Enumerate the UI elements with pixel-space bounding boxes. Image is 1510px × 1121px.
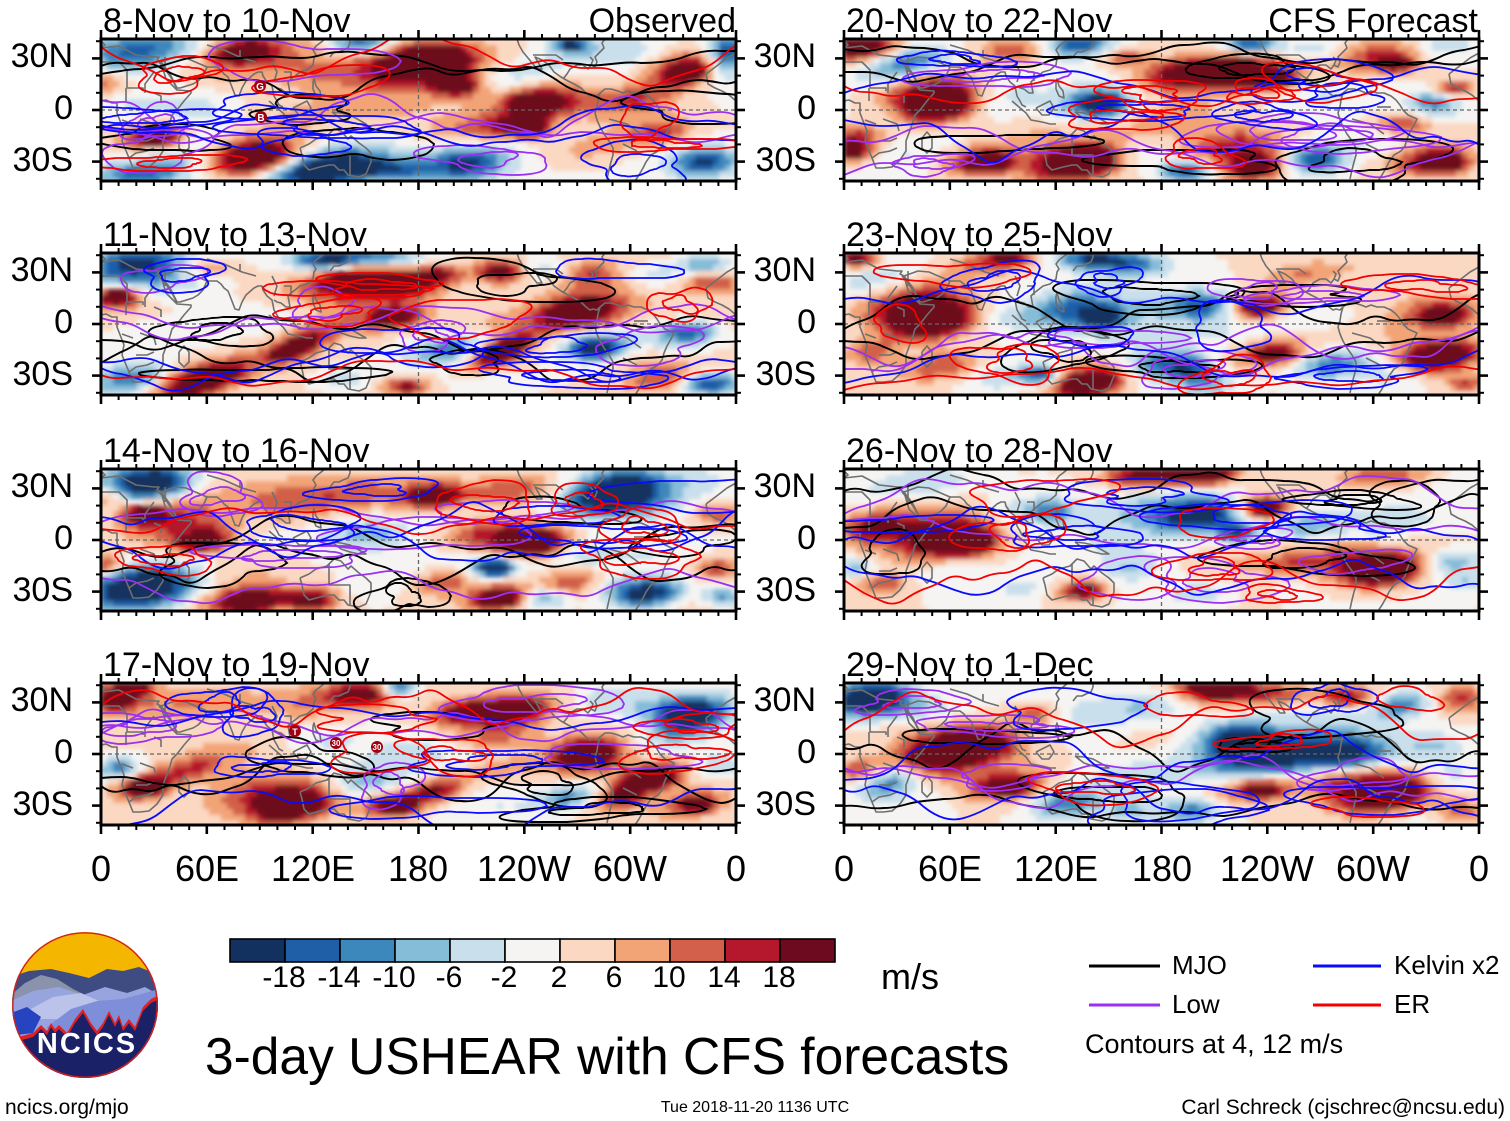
svg-text:30: 30 [373, 743, 382, 752]
svg-text:30: 30 [332, 739, 341, 748]
svg-text:T: T [292, 727, 298, 737]
svg-text:NCICS: NCICS [37, 1028, 137, 1060]
svg-text:B: B [257, 113, 264, 124]
svg-text:G: G [256, 82, 264, 93]
